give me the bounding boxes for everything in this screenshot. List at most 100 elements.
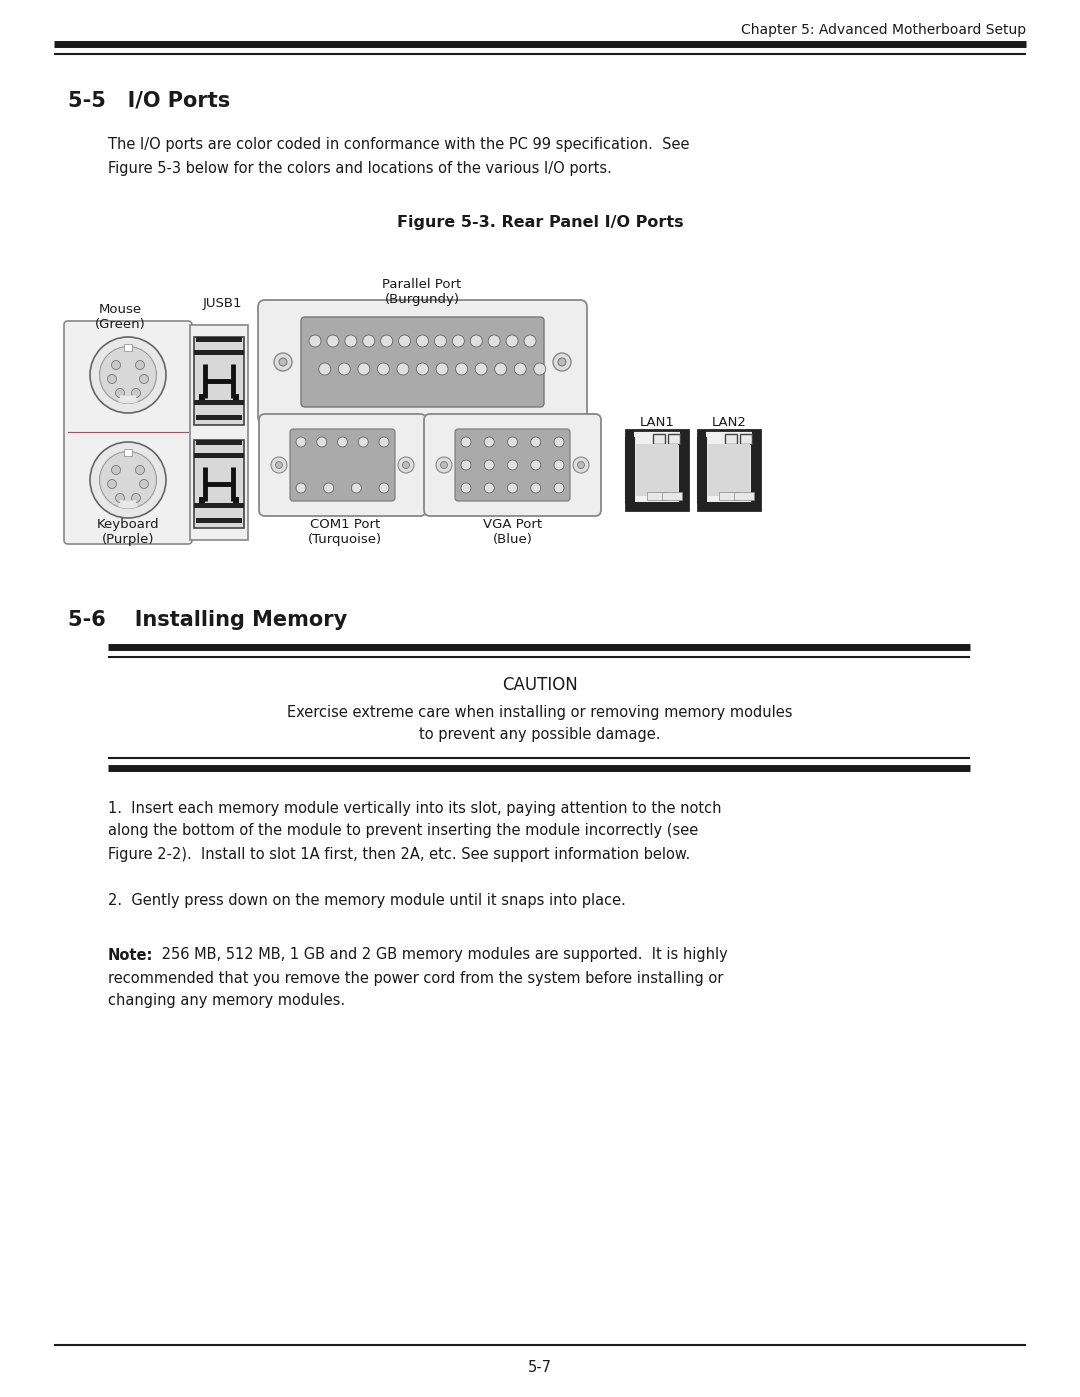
FancyBboxPatch shape bbox=[291, 429, 395, 502]
Circle shape bbox=[488, 335, 500, 346]
Circle shape bbox=[508, 437, 517, 447]
Bar bbox=[698, 439, 706, 502]
Circle shape bbox=[279, 358, 287, 366]
Circle shape bbox=[316, 437, 327, 447]
Bar bbox=[669, 434, 680, 444]
FancyBboxPatch shape bbox=[455, 429, 570, 502]
Bar bbox=[124, 448, 132, 455]
Circle shape bbox=[309, 335, 321, 346]
Bar bbox=[698, 430, 760, 510]
Bar bbox=[734, 492, 754, 500]
Text: 1.  Insert each memory module vertically into its slot, paying attention to the : 1. Insert each memory module vertically … bbox=[108, 800, 721, 816]
Circle shape bbox=[495, 363, 507, 374]
Bar bbox=[194, 453, 244, 458]
Text: Parallel Port
(Burgundy): Parallel Port (Burgundy) bbox=[382, 278, 461, 306]
Text: VGA Port
(Blue): VGA Port (Blue) bbox=[484, 518, 542, 546]
Bar bbox=[626, 430, 634, 510]
Circle shape bbox=[116, 493, 124, 503]
Bar bbox=[233, 497, 239, 504]
Circle shape bbox=[554, 483, 564, 493]
Text: Figure 5-3. Rear Panel I/O Ports: Figure 5-3. Rear Panel I/O Ports bbox=[396, 215, 684, 229]
Circle shape bbox=[530, 437, 541, 447]
Circle shape bbox=[380, 335, 393, 346]
Circle shape bbox=[508, 460, 517, 469]
Bar bbox=[725, 434, 737, 444]
Bar bbox=[195, 518, 242, 522]
Circle shape bbox=[484, 437, 495, 447]
Bar bbox=[752, 439, 760, 502]
Text: Figure 2-2).  Install to slot 1A first, then 2A, etc. See support information be: Figure 2-2). Install to slot 1A first, t… bbox=[108, 847, 690, 862]
Circle shape bbox=[135, 360, 145, 369]
Bar bbox=[719, 492, 739, 500]
Text: along the bottom of the module to prevent inserting the module incorrectly (see: along the bottom of the module to preven… bbox=[108, 823, 699, 838]
Text: 2.  Gently press down on the memory module until it snaps into place.: 2. Gently press down on the memory modul… bbox=[108, 893, 626, 908]
Circle shape bbox=[90, 441, 166, 518]
FancyBboxPatch shape bbox=[258, 300, 588, 425]
Circle shape bbox=[139, 374, 149, 384]
Circle shape bbox=[530, 483, 541, 493]
Circle shape bbox=[379, 483, 389, 493]
Bar bbox=[124, 344, 132, 351]
Text: Note:: Note: bbox=[108, 947, 153, 963]
Bar bbox=[662, 492, 681, 500]
Circle shape bbox=[456, 363, 468, 374]
Circle shape bbox=[139, 479, 149, 489]
Circle shape bbox=[111, 360, 121, 369]
Bar bbox=[740, 434, 752, 444]
Circle shape bbox=[379, 437, 389, 447]
Circle shape bbox=[116, 388, 124, 398]
Bar bbox=[636, 444, 678, 496]
Text: Chapter 5: Advanced Motherboard Setup: Chapter 5: Advanced Motherboard Setup bbox=[741, 22, 1026, 36]
Bar bbox=[195, 440, 242, 446]
Bar bbox=[647, 492, 667, 500]
Circle shape bbox=[578, 461, 584, 468]
Circle shape bbox=[399, 335, 410, 346]
Text: LAN1: LAN1 bbox=[639, 415, 674, 429]
Circle shape bbox=[434, 335, 446, 346]
Bar bbox=[233, 394, 239, 402]
Circle shape bbox=[108, 374, 117, 384]
Text: COM1 Port
(Turquoise): COM1 Port (Turquoise) bbox=[308, 518, 382, 546]
Circle shape bbox=[108, 479, 117, 489]
Text: 5-7: 5-7 bbox=[528, 1361, 552, 1376]
Circle shape bbox=[296, 483, 306, 493]
Circle shape bbox=[461, 437, 471, 447]
Circle shape bbox=[524, 335, 536, 346]
Circle shape bbox=[357, 363, 369, 374]
Circle shape bbox=[296, 437, 306, 447]
FancyBboxPatch shape bbox=[64, 321, 192, 543]
Circle shape bbox=[324, 483, 334, 493]
FancyBboxPatch shape bbox=[259, 414, 426, 515]
Text: Exercise extreme care when installing or removing memory modules: Exercise extreme care when installing or… bbox=[287, 704, 793, 719]
Bar bbox=[698, 502, 760, 510]
Circle shape bbox=[436, 457, 453, 474]
Circle shape bbox=[507, 335, 518, 346]
Bar bbox=[195, 337, 242, 342]
Circle shape bbox=[271, 457, 287, 474]
Circle shape bbox=[453, 335, 464, 346]
Circle shape bbox=[417, 335, 429, 346]
Bar bbox=[194, 351, 244, 355]
Circle shape bbox=[345, 335, 356, 346]
Circle shape bbox=[337, 437, 348, 447]
Bar bbox=[698, 430, 706, 510]
Circle shape bbox=[554, 437, 564, 447]
Circle shape bbox=[554, 460, 564, 469]
Bar bbox=[626, 439, 634, 502]
Text: The I/O ports are color coded in conformance with the PC 99 specification.  See: The I/O ports are color coded in conform… bbox=[108, 137, 689, 151]
Circle shape bbox=[359, 437, 368, 447]
Text: Figure 5-3 below for the colors and locations of the various I/O ports.: Figure 5-3 below for the colors and loca… bbox=[108, 161, 612, 176]
Circle shape bbox=[132, 493, 140, 503]
Circle shape bbox=[484, 483, 495, 493]
Circle shape bbox=[553, 353, 571, 372]
Circle shape bbox=[99, 451, 157, 509]
Text: CAUTION: CAUTION bbox=[502, 676, 578, 694]
Wedge shape bbox=[118, 394, 138, 404]
Text: Mouse
(Green): Mouse (Green) bbox=[95, 303, 146, 331]
Bar bbox=[199, 394, 205, 402]
Circle shape bbox=[470, 335, 483, 346]
Bar bbox=[680, 430, 688, 510]
Circle shape bbox=[399, 457, 414, 474]
Circle shape bbox=[508, 483, 517, 493]
Circle shape bbox=[351, 483, 362, 493]
